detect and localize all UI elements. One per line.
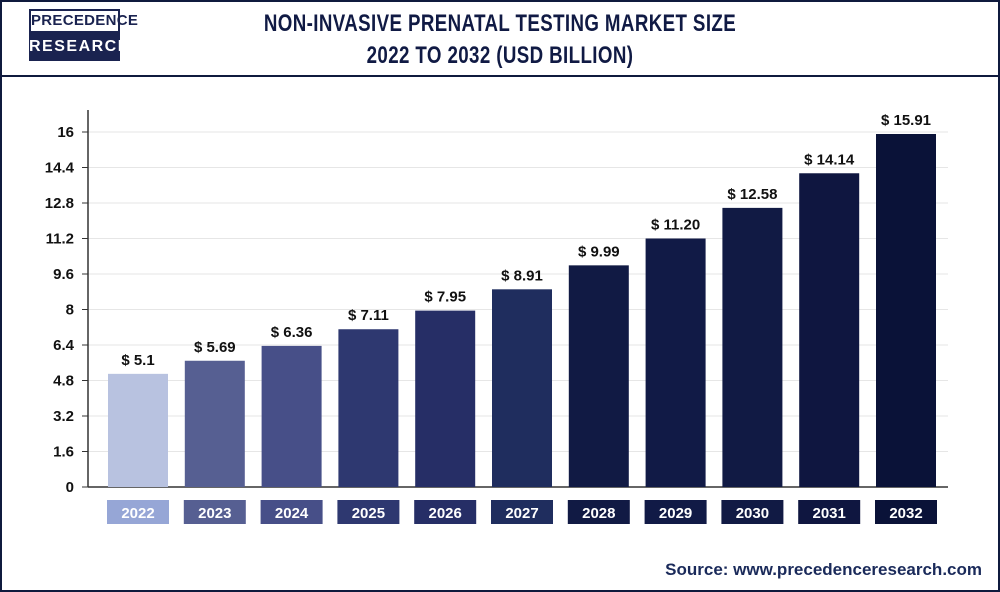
bar-2030	[722, 207, 783, 487]
x-tick-label-2027: 2027	[505, 505, 538, 522]
y-tick-label: 0	[66, 479, 74, 496]
data-label-2023: $ 5.69	[194, 339, 236, 356]
x-tick-label-2031: 2031	[813, 505, 846, 522]
y-tick-label: 9.6	[53, 266, 74, 283]
category-box-2028	[567, 500, 630, 524]
bar-2026	[415, 310, 476, 487]
bar-2027	[492, 289, 552, 487]
source-caption: Source: www.precedenceresearch.com	[665, 560, 982, 579]
data-label-2022: $ 5.1	[121, 352, 154, 369]
chart-title-line-1: NON-INVASIVE PRENATAL TESTING MARKET SIZ…	[263, 10, 737, 37]
data-label-2027: $ 8.91	[501, 267, 543, 284]
x-tick-label-2030: 2030	[736, 505, 769, 522]
category-box-2032	[875, 500, 937, 524]
chart-title-line-2: 2022 TO 2032 (USD BILLION)	[366, 42, 634, 69]
bar-2031	[799, 173, 860, 488]
data-label-2026: $ 7.95	[424, 289, 466, 306]
header-divider	[0, 75, 1000, 77]
y-tick-label: 8	[66, 302, 74, 319]
category-box-2023	[183, 500, 246, 524]
brand-logo: PRECEDENCE RESEARCH	[29, 9, 138, 61]
category-box-2029	[644, 500, 707, 524]
y-tick-label: 14.4	[45, 160, 75, 177]
bar-2029	[645, 238, 706, 487]
data-label-2029: $ 11.20	[651, 217, 700, 234]
x-tick-label-2023: 2023	[198, 505, 231, 522]
data-label-2030: $ 12.58	[727, 186, 777, 203]
y-tick-label: 3.2	[53, 408, 74, 425]
x-tick-label-2028: 2028	[582, 505, 615, 522]
data-label-2024: $ 6.36	[271, 324, 313, 341]
y-tick-label: 16	[57, 124, 74, 141]
category-box-2024	[260, 500, 323, 524]
y-tick-label: 11.2	[46, 231, 74, 248]
x-tick-label-2026: 2026	[429, 505, 462, 522]
bar-2022	[108, 373, 168, 487]
data-label-2031: $ 14.14	[804, 151, 855, 168]
category-box-2025	[337, 500, 400, 524]
category-box-2022	[107, 500, 169, 524]
y-tick-label: 4.8	[53, 373, 74, 390]
category-box-2026	[414, 500, 477, 524]
category-box-2030	[721, 500, 784, 524]
bar-2032	[876, 133, 936, 487]
y-tick-label: 12.8	[45, 195, 74, 212]
category-box-2027	[491, 500, 553, 524]
x-tick-label-2022: 2022	[121, 505, 154, 522]
y-tick-label: 1.6	[53, 444, 74, 461]
x-tick-label-2025: 2025	[352, 505, 385, 522]
bar-2024	[261, 345, 322, 487]
bar-2028	[568, 265, 629, 487]
x-tick-label-2024: 2024	[275, 505, 309, 522]
logo-line-2: RESEARCH	[29, 33, 129, 61]
y-tick-label: 6.4	[53, 337, 75, 354]
logo-line-1: PRECEDENCE	[29, 9, 138, 33]
bar-2023	[184, 360, 245, 487]
data-label-2032: $ 15.91	[881, 112, 931, 129]
bar-2025	[338, 329, 399, 487]
data-label-2025: $ 7.11	[348, 307, 389, 324]
category-box-2031	[798, 500, 861, 524]
data-label-2028: $ 9.99	[578, 243, 620, 260]
bars: $ 5.1 2022 $ 5.69 2023 $ 6.36 2024 $ 7.11 2025 $…	[107, 112, 937, 524]
x-tick-label-2029: 2029	[659, 505, 692, 522]
x-tick-label-2032: 2032	[889, 505, 922, 522]
